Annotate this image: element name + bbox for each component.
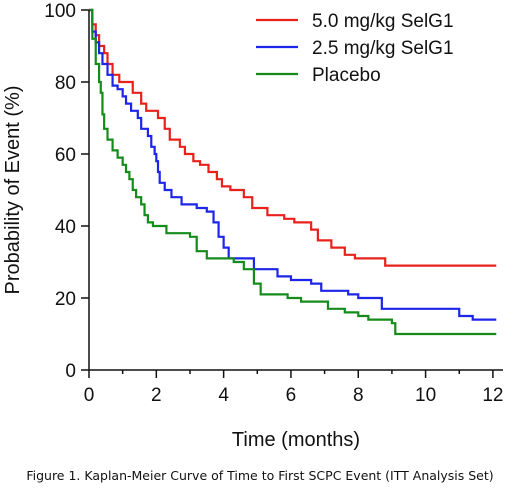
kaplan-meier-chart: 0 20 40 60 80 100 0 2 4 6 8 10 12 5.0 mg/kg SelG1 2.5…	[2, 1, 503, 451]
y-tick-label: 40	[55, 217, 76, 238]
plot-area	[89, 8, 497, 336]
legend-label: Placebo	[312, 65, 381, 86]
x-tick-label: 2	[151, 385, 162, 406]
x-tick-label: 0	[84, 385, 95, 406]
x-tick-label: 12	[482, 385, 503, 406]
x-tick-label: 10	[415, 385, 436, 406]
x-tick-label: 8	[353, 385, 364, 406]
y-tick-label: 100	[44, 1, 76, 22]
legend: 5.0 mg/kg SelG1 2.5 mg/kg SelG1 Placebo	[256, 11, 454, 86]
y-axis-label: Probability of Event (%)	[2, 86, 24, 295]
x-axis-label: Time (months)	[232, 429, 360, 451]
x-tick-label: 4	[218, 385, 229, 406]
y-tick-label: 20	[55, 289, 76, 310]
axes: 0 20 40 60 80 100 0 2 4 6 8 10 12	[44, 1, 503, 406]
y-tick-label: 80	[55, 73, 76, 94]
figure-caption: Figure 1. Kaplan-Meier Curve of Time to …	[26, 468, 494, 483]
legend-label: 2.5 mg/kg SelG1	[312, 38, 454, 59]
y-tick-label: 60	[55, 145, 76, 166]
legend-label: 5.0 mg/kg SelG1	[312, 11, 454, 32]
series-line-1	[89, 8, 497, 267]
y-tick-label: 0	[65, 361, 76, 382]
x-tick-label: 6	[286, 385, 297, 406]
series-line-2	[89, 8, 497, 321]
series-line-3	[89, 8, 497, 336]
